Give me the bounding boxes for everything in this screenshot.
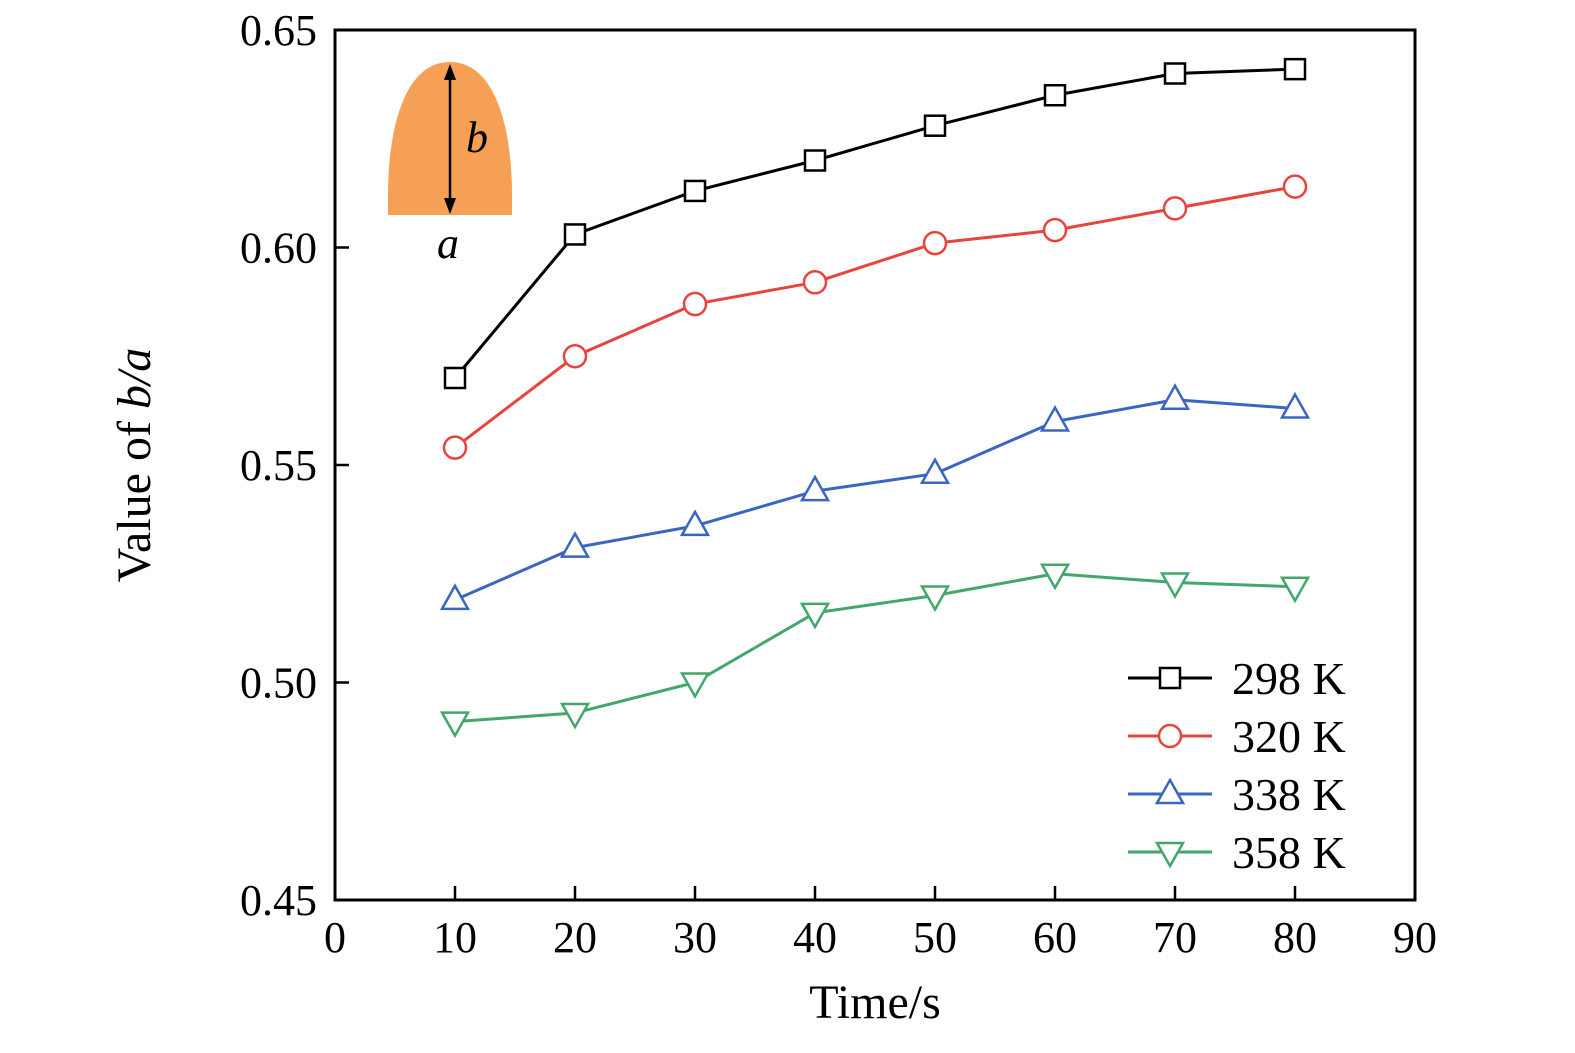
data-point-triangle-up bbox=[679, 509, 711, 537]
data-point-circle bbox=[562, 344, 588, 369]
data-point-triangle-down bbox=[799, 602, 831, 630]
x-axis-tick-label: 30 bbox=[673, 913, 717, 962]
y-axis-tick-label: 0.60 bbox=[240, 224, 317, 273]
data-point-triangle-up bbox=[439, 583, 471, 611]
data-point-circle bbox=[922, 230, 948, 256]
data-point-circle bbox=[1042, 217, 1068, 243]
series-line bbox=[453, 67, 1297, 380]
x-axis-tick-label: 70 bbox=[1153, 913, 1197, 962]
data-point-square bbox=[443, 366, 467, 390]
data-point-square bbox=[1283, 57, 1307, 81]
legend-marker-square bbox=[1158, 666, 1182, 690]
inset-droplet-diagram: ba bbox=[388, 62, 512, 268]
series-298-K bbox=[443, 57, 1307, 390]
data-point-square bbox=[1163, 62, 1187, 85]
data-point-triangle-down bbox=[1159, 572, 1191, 599]
y-axis-tick-label: 0.45 bbox=[240, 876, 317, 925]
legend-entry-298-K: 298 K bbox=[1128, 653, 1346, 704]
arrowhead-down-icon bbox=[444, 198, 456, 214]
y-axis-title: Value of b/a bbox=[108, 348, 161, 583]
series-338-K bbox=[439, 383, 1311, 611]
data-point-triangle-up bbox=[1039, 404, 1071, 432]
x-axis-tick-label: 90 bbox=[1393, 913, 1437, 962]
data-point-circle bbox=[442, 435, 468, 460]
data-point-triangle-down bbox=[919, 585, 951, 613]
data-point-square bbox=[803, 149, 827, 172]
legend-marker-circle bbox=[1157, 723, 1183, 749]
x-axis-tick-label: 60 bbox=[1033, 913, 1077, 962]
data-point-square bbox=[1043, 84, 1067, 107]
inset-width-label: a bbox=[437, 219, 459, 268]
y-axis-tick-label: 0.50 bbox=[240, 659, 317, 708]
data-point-triangle-up bbox=[559, 531, 591, 558]
x-axis-title: Time/s bbox=[809, 976, 941, 1029]
data-point-triangle-down bbox=[1039, 563, 1071, 591]
data-point-circle bbox=[1162, 196, 1188, 221]
series-line bbox=[453, 572, 1297, 724]
x-axis-tick-label: 0 bbox=[324, 913, 346, 962]
data-point-circle bbox=[802, 270, 828, 295]
arrowhead-up-icon bbox=[444, 64, 456, 80]
series-line bbox=[453, 398, 1297, 602]
legend-marker-triangle-down bbox=[1154, 841, 1186, 869]
legend-entry-320-K: 320 K bbox=[1128, 711, 1346, 762]
data-point-square bbox=[683, 179, 707, 203]
x-axis-tick-label: 50 bbox=[913, 913, 957, 962]
data-point-circle bbox=[1282, 174, 1308, 199]
series-358-K bbox=[439, 563, 1311, 739]
data-point-triangle-down bbox=[1279, 576, 1311, 604]
legend-label: 320 K bbox=[1232, 711, 1346, 762]
x-axis-tick-label: 10 bbox=[433, 913, 477, 962]
legend: 298 K 320 K 338 K 358 K bbox=[1128, 653, 1346, 878]
data-point-triangle-up bbox=[1279, 391, 1311, 419]
legend-entry-358-K: 358 K bbox=[1128, 827, 1346, 878]
data-point-square bbox=[923, 114, 947, 137]
y-axis-tick-label: 0.55 bbox=[240, 441, 317, 490]
legend-label: 358 K bbox=[1232, 827, 1346, 878]
legend-marker-triangle-up bbox=[1154, 777, 1186, 805]
data-point-triangle-down bbox=[679, 672, 711, 700]
inset-height-label: b bbox=[466, 113, 488, 162]
data-point-triangle-up bbox=[799, 474, 831, 502]
series-320-K bbox=[442, 174, 1308, 460]
y-axis-tick-label: 0.65 bbox=[240, 6, 317, 55]
series-line bbox=[453, 185, 1297, 450]
x-axis-tick-label: 40 bbox=[793, 913, 837, 962]
data-point-triangle-up bbox=[919, 457, 951, 484]
data-point-square bbox=[563, 223, 587, 246]
data-point-circle bbox=[682, 291, 708, 317]
legend-entry-338-K: 338 K bbox=[1128, 769, 1346, 820]
legend-label: 298 K bbox=[1232, 653, 1346, 704]
legend-label: 338 K bbox=[1232, 769, 1346, 820]
data-point-triangle-down bbox=[559, 702, 591, 730]
x-axis-tick-label: 80 bbox=[1273, 913, 1317, 962]
data-point-triangle-up bbox=[1159, 383, 1191, 410]
data-point-triangle-down bbox=[439, 711, 471, 739]
x-axis-tick-label: 20 bbox=[553, 913, 597, 962]
